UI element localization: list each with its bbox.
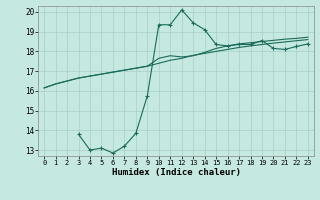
X-axis label: Humidex (Indice chaleur): Humidex (Indice chaleur) (111, 168, 241, 177)
